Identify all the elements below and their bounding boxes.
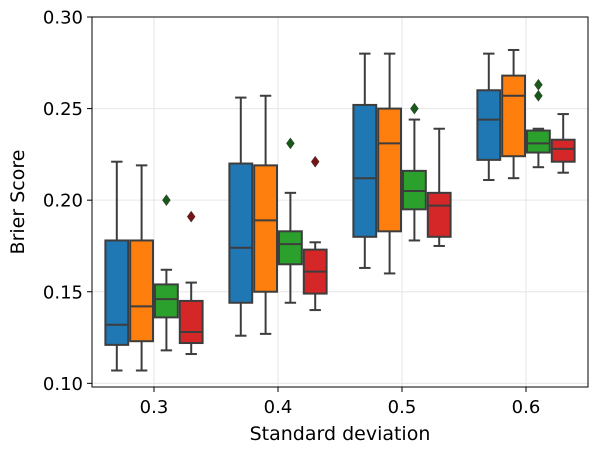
iqr-box [501, 74, 527, 158]
iqr-box [178, 299, 204, 345]
iqr-box [129, 239, 155, 343]
box-group [525, 78, 551, 169]
outlier-point [534, 78, 543, 91]
axis-ticks: 0.10 0.15 0.20 0.25 0.30 0.3 0.4 0.5 0.6 [43, 8, 540, 419]
iqr-box [153, 283, 179, 319]
box-group [178, 210, 204, 356]
box-group [377, 52, 403, 275]
outlier-point [286, 137, 295, 150]
outlier-point [410, 102, 419, 115]
box-group [277, 137, 303, 304]
iqr-box [476, 89, 502, 161]
iqr-box [228, 162, 254, 304]
y-axis-label: Brier Score [7, 150, 29, 255]
outlier-point [162, 194, 171, 207]
x-tick-label: 0.5 [388, 397, 417, 418]
box-group [104, 160, 130, 372]
iqr-box [277, 230, 303, 266]
x-tick-label: 0.4 [264, 397, 293, 418]
y-tick-label: 0.20 [43, 191, 83, 212]
iqr-box [104, 239, 130, 346]
y-tick-label: 0.30 [43, 8, 83, 29]
iqr-box [377, 107, 403, 233]
iqr-box [352, 103, 378, 238]
box-group [476, 52, 502, 182]
box-group [550, 113, 576, 174]
outlier-point [186, 210, 196, 223]
box-group [129, 164, 155, 372]
box-series [104, 48, 576, 372]
iqr-box [426, 191, 452, 238]
outlier-point [310, 155, 320, 168]
box-group [501, 48, 527, 180]
box-group [426, 127, 452, 247]
outlier-point [534, 89, 543, 102]
x-tick-label: 0.6 [512, 397, 541, 418]
plot-frame [91, 16, 589, 388]
y-tick-label: 0.25 [43, 99, 83, 120]
x-axis-label: Standard deviation [250, 423, 431, 445]
x-tick-label: 0.3 [140, 397, 169, 418]
box-group [228, 96, 254, 337]
box-group [401, 102, 427, 242]
box-group [302, 155, 328, 312]
box-group [352, 52, 378, 269]
box-group [153, 194, 179, 352]
box-group [253, 94, 279, 335]
iqr-box [550, 138, 576, 163]
iqr-box [253, 164, 279, 293]
iqr-box [525, 129, 551, 154]
y-tick-label: 0.15 [43, 282, 83, 303]
y-tick-label: 0.10 [43, 374, 83, 395]
